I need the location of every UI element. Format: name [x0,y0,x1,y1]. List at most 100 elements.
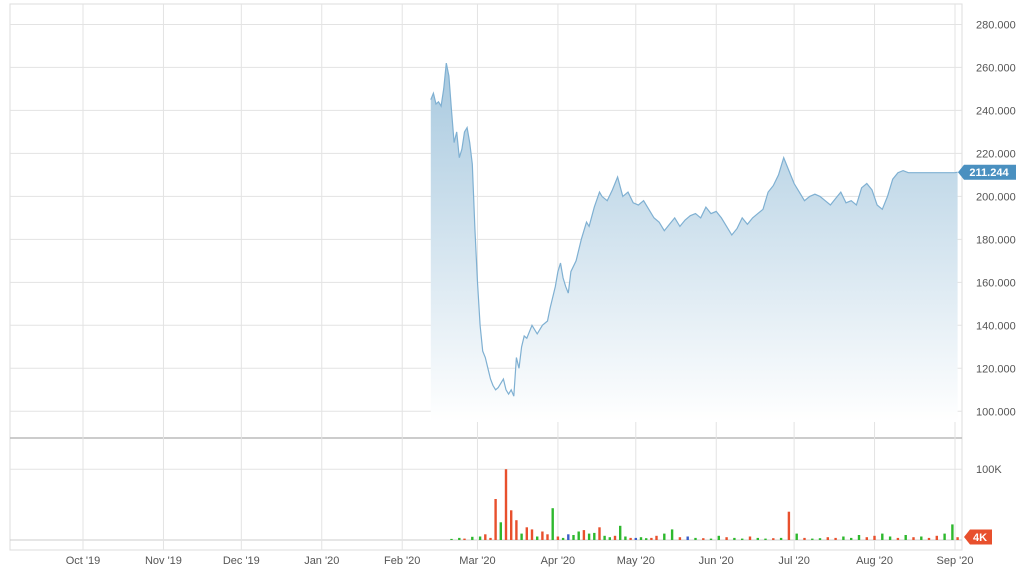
volume-bar [639,537,643,540]
time-tick-label: May '20 [617,555,655,567]
volume-bar [561,537,565,540]
volume-bar [655,535,658,540]
volume-bar [670,529,674,540]
last-volume-badge [964,529,992,545]
volume-bar [582,530,586,540]
volume-bar [920,536,923,540]
volume-bar [842,536,845,540]
volume-bar [458,537,461,540]
price-tick-label: 200.000 [976,191,1016,203]
volume-bar [572,535,575,540]
price-tick-label: 120.000 [976,363,1016,375]
volume-bar [904,535,907,540]
price-tick-label: 280.000 [976,19,1016,31]
volume-bar [927,537,931,540]
volume-bar [725,537,728,540]
volume-bar [881,533,884,540]
volume-bar [764,538,767,540]
volume-bar [530,529,534,540]
volume-bar [593,532,596,540]
last-price-label: 211.244 [969,167,1009,179]
time-axis: Oct '19 Nov '19 Dec '19 Jan '20 Feb '20 Mar '… [66,555,974,567]
volume-bar [463,538,466,540]
price-tick-label: 260.000 [976,62,1016,74]
volume-bar [741,538,744,540]
volume-bar [787,511,791,540]
volume-bar [803,537,806,540]
volume-bar [686,536,689,540]
volume-bar [888,536,892,540]
volume-bar [748,536,752,540]
volume-bar [826,537,829,540]
time-tick-label: Oct '19 [66,555,101,567]
volume-bar [943,533,946,540]
volume-bar [873,535,876,540]
volume-bar [650,537,653,540]
time-tick-label: Mar '20 [459,555,495,567]
volume-bar [857,535,861,540]
volume-bar [756,537,759,540]
time-tick-label: Dec '19 [223,555,260,567]
volume-bar [499,522,502,540]
time-tick-label: Aug '20 [856,555,893,567]
volume-bar [772,538,775,540]
plot-frame [9,3,963,551]
volume-bar [779,537,783,540]
volume-bar [951,524,954,540]
volume-bar [629,537,632,540]
volume-bar [471,536,474,540]
volume-bar [556,536,560,540]
volume-bar [619,525,622,540]
volume-bar [536,536,539,540]
price-tick-label: 220.000 [976,148,1016,160]
time-tick-label: Apr '20 [541,555,576,567]
volume-bar [551,508,554,540]
volume-bar [494,499,497,540]
volume-bar [795,533,798,540]
volume-bars-layer [450,469,959,540]
volume-axis: 100K [976,464,1002,476]
volume-bar [634,537,637,540]
price-axis: 280.000 260.000 240.000 220.000 200.000 180.0… [976,19,1016,418]
value-badges: 211.244 4K [958,164,1016,545]
volume-bar [912,537,915,540]
volume-bar [484,534,487,540]
volume-bar [525,527,528,540]
price-area-layer [430,62,958,422]
volume-bar [478,536,482,540]
volume-bar [663,533,666,540]
time-tick-label: Nov '19 [145,555,182,567]
volume-bar [577,531,580,540]
volume-bar [678,537,682,540]
price-tick-label: 180.000 [976,234,1016,246]
volume-bar [834,537,837,540]
volume-bar [702,538,705,540]
volume-bar [598,527,601,540]
volume-bar [811,538,814,540]
volume-tick-label: 100K [976,464,1002,476]
volume-bar [510,510,513,540]
volume-bar [489,537,492,540]
volume-bar [613,535,617,540]
volume-bar [546,534,549,540]
volume-bar [645,538,648,540]
last-volume-label: 4K [973,532,987,544]
volume-bar [587,533,591,540]
volume-bar [520,533,523,540]
price-line [430,62,958,397]
volume-bar [850,537,853,540]
volume-bar [504,469,508,540]
time-tick-label: Sep '20 [937,555,974,567]
last-price-badge [958,164,1016,180]
price-tick-label: 140.000 [976,320,1016,332]
volume-bar [515,520,518,540]
price-tick-label: 160.000 [976,277,1016,289]
volume-bar [733,537,736,540]
volume-bar [896,537,900,540]
volume-bar [935,535,938,540]
price-area-fill [430,63,958,422]
volume-bar [709,538,713,540]
volume-bar [450,538,453,540]
price-tick-label: 240.000 [976,105,1016,117]
